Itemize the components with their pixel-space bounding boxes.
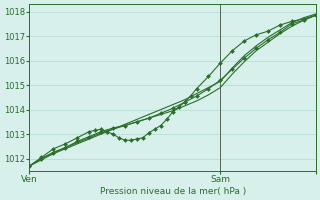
X-axis label: Pression niveau de la mer( hPa ): Pression niveau de la mer( hPa ) (100, 187, 246, 196)
